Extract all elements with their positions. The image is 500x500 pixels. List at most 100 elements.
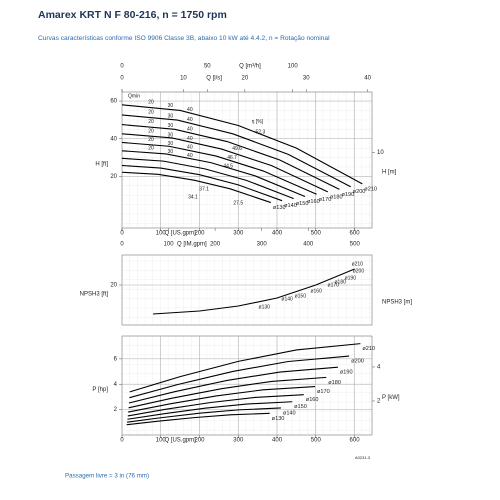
curve-label: ø210 bbox=[364, 186, 377, 192]
x-tick-label: 200 bbox=[195, 438, 206, 444]
annotation: 40 bbox=[187, 136, 193, 142]
curve bbox=[129, 355, 350, 399]
curve-label: ø210 bbox=[362, 346, 375, 352]
x-tick-label: 0 bbox=[120, 242, 124, 248]
curve bbox=[128, 376, 327, 409]
x-axis-label: Q [US.gpm] bbox=[164, 438, 196, 444]
curve-label: ø190 bbox=[340, 370, 353, 376]
x-tick-label: 100 bbox=[164, 242, 175, 248]
annotation: 20 bbox=[148, 129, 154, 135]
y-axis-label: H [ft] bbox=[95, 162, 108, 168]
annotation: 30 bbox=[168, 141, 174, 147]
curve bbox=[121, 124, 340, 190]
annotation: 40 bbox=[187, 153, 193, 159]
annotation: 46.7 bbox=[227, 155, 237, 161]
x-tick-label: 100 bbox=[156, 231, 167, 237]
x-tick-label: 100 bbox=[156, 438, 167, 444]
chart-subtitle: Curvas características conforme ISO 9906… bbox=[38, 35, 330, 42]
y2-tick-label: 2 bbox=[377, 399, 381, 405]
y-tick-label: 60 bbox=[110, 99, 117, 105]
curve-label: ø170 bbox=[319, 197, 332, 203]
curve bbox=[127, 394, 304, 417]
annotation: 20 bbox=[148, 99, 154, 105]
curve bbox=[128, 366, 338, 404]
annotation: 30 bbox=[168, 113, 174, 119]
y2-tick-label: 10 bbox=[377, 150, 384, 156]
curve bbox=[121, 114, 351, 188]
curve-label: ø200 bbox=[353, 189, 366, 195]
annotation: 40 bbox=[187, 145, 193, 151]
curve-label: ø160 bbox=[307, 199, 320, 205]
y2-axis-label: H [m] bbox=[382, 170, 397, 176]
curve bbox=[121, 150, 306, 198]
annotation: 40 bbox=[187, 127, 193, 133]
x-tick-label: 300 bbox=[233, 438, 244, 444]
curve bbox=[121, 141, 317, 195]
annotation: Qmin bbox=[128, 93, 140, 99]
x-tick-label: 600 bbox=[350, 231, 361, 237]
annotation: 52.3 bbox=[256, 129, 266, 135]
x-tick-label: 400 bbox=[303, 242, 314, 248]
x-axis-label: Q [US.gpm] bbox=[164, 231, 196, 237]
curve bbox=[121, 164, 283, 202]
annotation: 34.1 bbox=[188, 195, 198, 201]
curve-label: ø180 bbox=[330, 194, 343, 200]
curve-label: ø140 bbox=[283, 410, 296, 416]
x-tick-label: 10 bbox=[180, 76, 187, 82]
curve bbox=[152, 268, 355, 315]
annotation: ø170 bbox=[328, 282, 340, 288]
plot-area bbox=[121, 254, 373, 326]
chart-title: Amarex KRT N F 80-216, n = 1750 rpm bbox=[38, 9, 227, 21]
curve-label: ø160 bbox=[306, 397, 319, 403]
note: Passagem livre = 3 in (76 mm) bbox=[65, 473, 149, 480]
x-tick-label: 0 bbox=[120, 231, 124, 237]
x-axis-label: Q [l/s] bbox=[206, 76, 222, 82]
annotation: ø210 bbox=[352, 261, 364, 267]
x-tick-label: 500 bbox=[311, 231, 322, 237]
x-tick-label: 500 bbox=[350, 242, 361, 248]
x-tick-label: 300 bbox=[257, 242, 268, 248]
y2-axis-label: P [kW] bbox=[382, 395, 400, 401]
annotation: 27.5 bbox=[233, 200, 243, 206]
curve-label: ø130 bbox=[273, 205, 286, 211]
y-tick-label: 6 bbox=[114, 356, 118, 362]
curve-label: ø170 bbox=[317, 389, 330, 395]
curve bbox=[126, 412, 270, 426]
curve bbox=[121, 104, 363, 185]
annotation: 44.5 bbox=[223, 164, 233, 170]
annotation: ø200 bbox=[353, 268, 365, 274]
curve-label: ø150 bbox=[294, 404, 307, 410]
annotation: 20 bbox=[148, 145, 154, 151]
x-tick-label: 200 bbox=[210, 242, 221, 248]
curve bbox=[129, 343, 361, 393]
annotation: ø180 bbox=[335, 279, 347, 285]
x-tick-label: 200 bbox=[195, 231, 206, 237]
x-tick-label: 30 bbox=[303, 76, 310, 82]
y-axis-label: NPSH3 [ft] bbox=[80, 292, 109, 298]
annotation: η [%] bbox=[252, 119, 264, 125]
annotation: 30 bbox=[168, 149, 174, 155]
x-tick-label: 0 bbox=[120, 438, 124, 444]
annotation: 30 bbox=[168, 132, 174, 138]
y2-tick-label: 4 bbox=[377, 365, 381, 371]
annotation: ø190 bbox=[345, 275, 357, 281]
curve bbox=[128, 385, 316, 413]
annotation: 20 bbox=[148, 119, 154, 125]
curve bbox=[121, 171, 272, 204]
annotation: 30 bbox=[168, 123, 174, 129]
y-tick-label: 40 bbox=[110, 136, 117, 142]
x-tick-label: 300 bbox=[233, 231, 244, 237]
x-tick-label: 0 bbox=[120, 64, 124, 70]
curve-label: ø140 bbox=[284, 203, 297, 209]
curve-label: ø180 bbox=[328, 380, 341, 386]
curve bbox=[127, 401, 293, 420]
annotation: 37.1 bbox=[199, 187, 209, 193]
x-tick-label: 600 bbox=[350, 438, 361, 444]
annotation: 20 bbox=[148, 110, 154, 116]
annotation: 49.6 bbox=[232, 146, 242, 152]
x-tick-label: 20 bbox=[242, 76, 249, 82]
y-tick-label: 2 bbox=[114, 407, 118, 413]
x-tick-label: 0 bbox=[120, 76, 124, 82]
x-axis-label: Q [m³/h] bbox=[239, 64, 261, 70]
